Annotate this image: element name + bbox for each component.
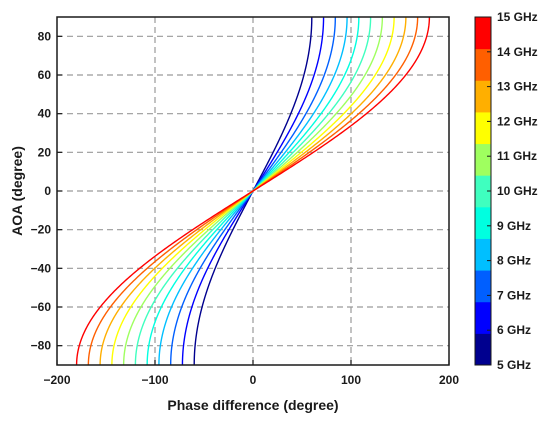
colorbar-segment [475, 206, 491, 239]
colorbar-label: 12 GHz [497, 114, 538, 128]
colorbar-segment [475, 270, 491, 303]
y-tick-label: 80 [38, 29, 52, 43]
colorbar-segment [475, 48, 491, 81]
colorbar-label: 9 GHz [497, 219, 531, 233]
colorbar-segment [475, 143, 491, 176]
series-line-15-ghz [75, 16, 431, 366]
x-tick-label: 100 [341, 373, 361, 387]
x-tick-label: −200 [43, 373, 70, 387]
y-tick-label: −60 [31, 300, 52, 314]
y-tick-label: −80 [31, 339, 52, 353]
colorbar-segment [475, 80, 491, 113]
colorbar-label: 10 GHz [497, 184, 538, 198]
colorbar-segment [475, 238, 491, 271]
colorbar-label: 13 GHz [497, 80, 538, 94]
y-tick-label: 60 [38, 68, 52, 82]
colorbar-legend: 5 GHz 6 GHz 7 GHz 8 GHz 9 GHz 10 GHz 11 GHz 12 … [474, 10, 538, 372]
colorbar-label: 15 GHz [497, 10, 538, 24]
x-axis-label: Phase difference (degree) [167, 397, 338, 413]
colorbar-segment [475, 17, 491, 50]
y-axis-label: AOA (degree) [9, 146, 25, 236]
y-tick-label: −20 [31, 223, 52, 237]
y-tick-label: −40 [31, 261, 52, 275]
x-tick-label: −100 [141, 373, 168, 387]
y-tick-label: 40 [38, 107, 52, 121]
colorbar-label: 5 GHz [497, 358, 531, 372]
y-tick-label: 20 [38, 145, 52, 159]
colorbar-segment [475, 175, 491, 208]
colorbar-label: 11 GHz [497, 149, 537, 163]
x-tick-label: 200 [439, 373, 459, 387]
colorbar-label: 8 GHz [497, 254, 531, 268]
y-tick-label: 0 [44, 184, 51, 198]
colorbar-segment [475, 301, 491, 334]
colorbar-segment [475, 111, 491, 145]
colorbar-label: 6 GHz [497, 323, 531, 337]
series-lines [75, 16, 431, 366]
colorbar-label: 7 GHz [497, 288, 531, 302]
colorbar-segment [475, 333, 491, 366]
x-tick-label: 0 [250, 373, 257, 387]
colorbar-label: 14 GHz [497, 45, 538, 59]
